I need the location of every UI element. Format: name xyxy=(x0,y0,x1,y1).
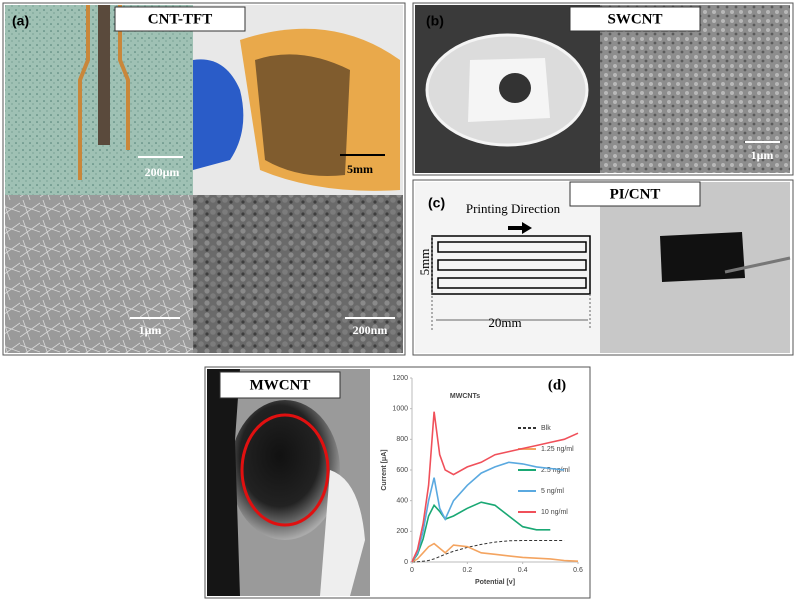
scale-label: 5mm xyxy=(347,162,373,176)
series-line xyxy=(411,501,551,563)
y-tick-label: 0 xyxy=(404,559,408,566)
mri-bright xyxy=(320,470,365,596)
chart: 0 200 400 600 800 1000 1200 0 0.2 0.4 0.6 MWCNTs Pot… xyxy=(381,375,583,586)
scale-label: 200nm xyxy=(353,323,388,337)
arrow xyxy=(508,222,532,234)
legend-label: Blk xyxy=(541,425,551,432)
panel-label: (a) xyxy=(12,13,29,29)
cnt-film xyxy=(499,73,531,103)
series-line xyxy=(411,461,565,563)
title-box xyxy=(569,181,701,207)
title-box xyxy=(569,6,701,32)
panel-frame xyxy=(412,179,794,356)
panel-frame xyxy=(412,2,794,176)
panel-d: MWCNT (d) xyxy=(204,366,591,599)
diagram-bg xyxy=(415,182,600,353)
title-box xyxy=(219,371,341,399)
panel-label: (d) xyxy=(548,377,566,393)
panel-c: PI/CNT (c) Printing Direction 5mm 20mm xyxy=(412,179,794,356)
electrode xyxy=(98,5,110,145)
series-line xyxy=(411,540,565,563)
y-tick-label: 1200 xyxy=(392,375,408,382)
y-tick-label: 1000 xyxy=(392,406,408,413)
y-tick-label: 400 xyxy=(396,498,408,505)
x-tick-label: 0 xyxy=(410,567,414,574)
glove xyxy=(193,59,244,170)
mri-shadow xyxy=(207,369,240,596)
panel-label: (b) xyxy=(426,13,444,29)
y-axis-label: Current [μA] xyxy=(381,449,388,490)
panel-a: CNT-TFT (a) 200μm 5mm 1μm 200nm xyxy=(2,2,406,356)
panel-title: PI/CNT xyxy=(610,186,661,202)
title-box xyxy=(114,6,246,32)
sem-swcnt xyxy=(600,5,790,173)
legend-label: 1.25 ng/ml xyxy=(541,446,574,453)
series-line xyxy=(411,542,579,563)
scale-label: 1μm xyxy=(751,148,774,162)
panel-title: CNT-TFT xyxy=(148,11,212,27)
legend-label: 5 ng/ml xyxy=(541,488,564,495)
scale-label: 1μm xyxy=(139,323,162,337)
highlight-ellipse xyxy=(240,413,330,527)
x-tick-label: 0.4 xyxy=(518,567,528,574)
series-line xyxy=(411,411,579,563)
mri-dark-region xyxy=(230,400,340,540)
sem-fibers xyxy=(5,195,193,353)
panel-b: SWCNT (b) 1μm xyxy=(412,2,794,176)
panel-frame xyxy=(204,366,591,599)
panel-title: SWCNT xyxy=(607,11,662,27)
x-tick-label: 0.6 xyxy=(573,567,583,574)
dimension: 20mm xyxy=(488,315,521,330)
panel-label: (c) xyxy=(428,195,445,211)
flex-device xyxy=(255,54,350,176)
chart-title: MWCNTs xyxy=(450,393,480,400)
direction-label: Printing Direction xyxy=(466,201,561,216)
panel-title: MWCNT xyxy=(250,377,311,393)
sem-grains xyxy=(193,195,403,353)
x-axis-label: Potential [v] xyxy=(475,579,515,586)
panel-frame xyxy=(2,2,406,356)
x-tick-label: 0.2 xyxy=(462,567,472,574)
legend-label: 2.5 ng/ml xyxy=(541,467,570,474)
pi-cnt-sample xyxy=(660,232,745,282)
legend-label: 10 ng/ml xyxy=(541,509,568,516)
scale-label: 200μm xyxy=(145,165,180,179)
y-tick-label: 800 xyxy=(396,436,408,443)
dimension: 5mm xyxy=(417,249,432,276)
y-tick-label: 200 xyxy=(396,528,408,535)
y-tick-label: 600 xyxy=(396,467,408,474)
electrode-lines xyxy=(78,5,130,180)
tweezers xyxy=(724,256,791,274)
